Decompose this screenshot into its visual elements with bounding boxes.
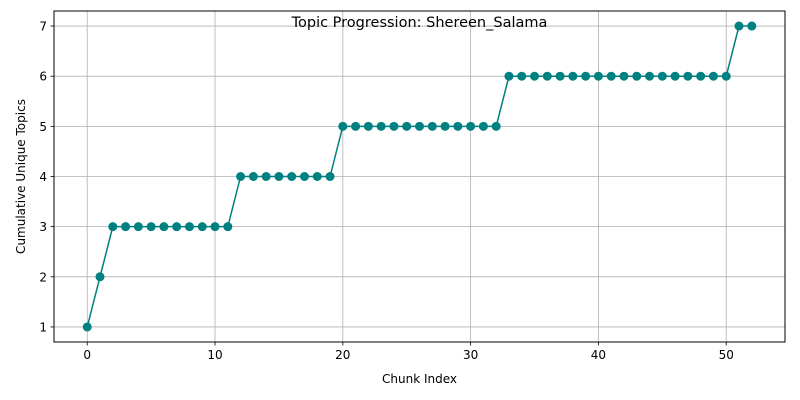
data-point xyxy=(504,71,514,81)
data-point xyxy=(721,71,731,81)
data-point xyxy=(568,71,578,81)
series-line-cumulative-topics xyxy=(82,21,757,332)
data-point xyxy=(146,222,156,232)
y-tick-label: 3 xyxy=(39,220,47,234)
data-point xyxy=(121,222,131,232)
data-point xyxy=(261,172,271,181)
y-axis-title: Cumulative Unique Topics xyxy=(14,99,28,254)
data-point xyxy=(708,71,718,81)
data-point xyxy=(325,172,335,181)
axis-ticks: 0 10 20 30 40 50 1 2 3 4 5 6 7 xyxy=(39,20,733,362)
data-point xyxy=(542,71,552,81)
data-point xyxy=(223,222,233,232)
data-point xyxy=(632,71,642,81)
data-point xyxy=(312,172,322,181)
data-point xyxy=(440,121,450,131)
x-tick-label: 30 xyxy=(463,348,478,362)
data-point xyxy=(555,71,565,81)
data-point xyxy=(593,71,603,81)
data-point xyxy=(696,71,706,81)
data-point xyxy=(133,222,143,232)
data-point xyxy=(287,172,297,181)
data-point xyxy=(248,172,258,181)
x-axis-title: Chunk Index xyxy=(382,372,457,386)
data-point xyxy=(606,71,616,81)
data-point xyxy=(351,121,361,131)
data-point xyxy=(427,121,437,131)
y-tick-label: 4 xyxy=(39,170,47,184)
data-point xyxy=(338,121,348,131)
chart-title: Topic Progression: Shereen_Salama xyxy=(291,15,548,31)
data-point xyxy=(376,121,386,131)
data-point xyxy=(363,121,373,131)
data-point xyxy=(389,121,399,131)
data-point xyxy=(274,172,284,181)
data-point xyxy=(581,71,591,81)
data-point xyxy=(197,222,207,232)
data-point xyxy=(683,71,693,81)
data-point xyxy=(159,222,169,232)
y-tick-label: 1 xyxy=(39,320,47,334)
data-point xyxy=(517,71,527,81)
data-point xyxy=(236,172,246,181)
data-point xyxy=(747,21,757,31)
data-point xyxy=(645,71,655,81)
x-tick-label: 40 xyxy=(591,348,606,362)
data-point xyxy=(82,322,92,332)
data-point xyxy=(210,222,220,232)
data-point xyxy=(402,121,412,131)
y-tick-label: 2 xyxy=(39,270,47,284)
data-point xyxy=(619,71,629,81)
data-point xyxy=(734,21,744,31)
data-point xyxy=(415,121,424,131)
data-point xyxy=(95,272,105,282)
data-point xyxy=(478,121,488,131)
data-point xyxy=(657,71,667,81)
grid-lines xyxy=(54,11,785,342)
data-point xyxy=(453,121,463,131)
y-tick-label: 7 xyxy=(39,20,47,34)
x-tick-label: 50 xyxy=(719,348,734,362)
x-tick-label: 10 xyxy=(207,348,222,362)
y-tick-label: 6 xyxy=(39,70,47,84)
data-point xyxy=(530,71,540,81)
x-tick-label: 0 xyxy=(83,348,91,362)
x-tick-label: 20 xyxy=(335,348,350,362)
data-point xyxy=(184,222,194,232)
data-point xyxy=(491,121,501,131)
data-point xyxy=(172,222,182,232)
data-point xyxy=(108,222,118,232)
y-tick-label: 5 xyxy=(39,120,47,134)
data-point xyxy=(299,172,309,181)
data-point xyxy=(466,121,476,131)
data-point xyxy=(670,71,680,81)
